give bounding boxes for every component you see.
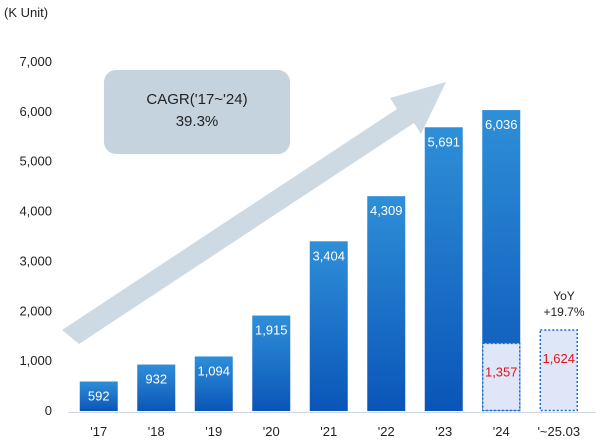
y-tick-label: 6,000 xyxy=(19,104,52,119)
bar-value-label: 1,915 xyxy=(255,323,288,338)
y-tick-label: 4,000 xyxy=(19,204,52,219)
bar xyxy=(79,381,118,411)
x-tick-label: '19 xyxy=(205,424,222,439)
y-axis: 0 1,000 2,000 3,000 4,000 5,000 6,000 7,000 xyxy=(19,54,52,418)
quarter-bar xyxy=(539,329,578,412)
bar-value-label: 592 xyxy=(88,388,110,403)
bar xyxy=(137,364,176,411)
bar xyxy=(194,356,233,411)
bar-value-label: 3,404 xyxy=(312,248,345,263)
quarter-value-label: 1,357 xyxy=(485,364,518,379)
x-tick-label: '20 xyxy=(263,424,280,439)
x-tick-label: '18 xyxy=(148,424,165,439)
x-tick-label: '24 xyxy=(493,424,510,439)
quarter-value-label: 1,624 xyxy=(542,351,575,366)
y-tick-label: 7,000 xyxy=(19,54,52,69)
quarter-bar xyxy=(482,342,521,412)
cagr-box xyxy=(104,70,290,154)
bar-value-label: 932 xyxy=(145,372,167,387)
y-tick-label: 0 xyxy=(45,403,52,418)
yoy-label: YoY xyxy=(553,289,575,303)
bars: 592 932 1,094 1,915 3,404 4,309 5,691 6,036 1,35… xyxy=(79,110,578,412)
growth-arrow xyxy=(62,82,446,344)
cagr-label: CAGR('17~'24) xyxy=(146,91,247,108)
x-tick-label: '23 xyxy=(435,424,452,439)
x-tick-label: '17 xyxy=(90,424,107,439)
bar-value-label: 4,309 xyxy=(370,203,403,218)
x-tick-label: '~25.03 xyxy=(537,424,580,439)
bar xyxy=(424,127,463,411)
x-tick-label: '21 xyxy=(320,424,337,439)
x-axis: '17 '18 '19 '20 '21 '22 '23 '24 '~25.03 xyxy=(90,424,580,439)
cagr-annotation: CAGR('17~'24) 39.3% xyxy=(62,70,446,344)
bar xyxy=(309,241,348,411)
bar-value-label: 5,691 xyxy=(427,134,460,149)
bar xyxy=(252,315,291,411)
yoy-value: +19.7% xyxy=(543,305,584,319)
y-tick-label: 1,000 xyxy=(19,353,52,368)
y-tick-label: 5,000 xyxy=(19,154,52,169)
bar-value-label: 6,036 xyxy=(485,117,518,132)
y-tick-label: 3,000 xyxy=(19,253,52,268)
bar xyxy=(367,196,406,411)
cagr-value: 39.3% xyxy=(176,113,219,130)
bar-value-label: 1,094 xyxy=(197,363,230,378)
y-axis-unit-label: (K Unit) xyxy=(4,5,48,20)
y-tick-label: 2,000 xyxy=(19,303,52,318)
x-tick-label: '22 xyxy=(378,424,395,439)
